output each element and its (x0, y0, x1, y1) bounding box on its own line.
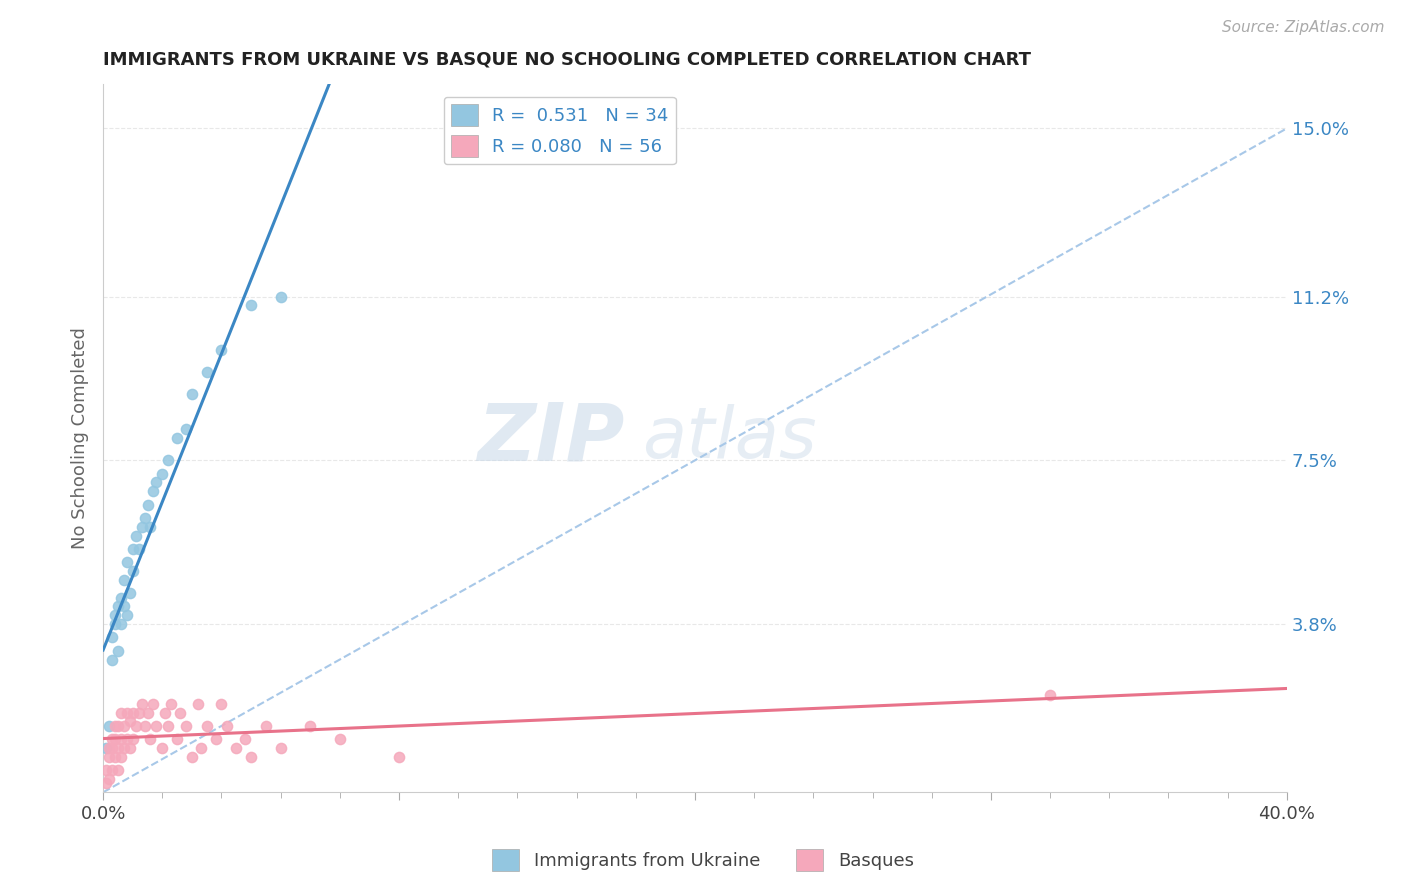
Point (204, 732, 226, 747)
Point (112, 741, 135, 756)
Point (112, 573, 135, 587)
Point (131, 697, 153, 711)
Point (115, 555, 138, 569)
Point (217, 719, 239, 733)
Point (139, 519, 162, 533)
Point (98, 750, 121, 764)
Point (142, 697, 165, 711)
Point (240, 298, 263, 312)
Point (145, 475, 167, 490)
Point (110, 750, 132, 764)
Point (211, 343, 233, 357)
Text: atlas: atlas (641, 404, 817, 473)
Point (270, 741, 292, 756)
Point (134, 719, 156, 733)
Point (174, 422, 197, 436)
Point (195, 719, 218, 733)
Point (270, 289, 292, 303)
Point (101, 763, 124, 777)
Point (150, 467, 173, 481)
Point (107, 741, 129, 756)
Point (107, 643, 129, 657)
Point (94, 776, 117, 790)
Point (94, 741, 117, 756)
Point (101, 732, 124, 747)
Point (157, 453, 180, 467)
Point (388, 750, 411, 764)
Point (112, 719, 135, 733)
Point (160, 697, 183, 711)
Legend: Immigrants from Ukraine, Basques: Immigrants from Ukraine, Basques (485, 842, 921, 879)
Point (166, 732, 188, 747)
Point (101, 741, 124, 756)
Point (254, 719, 277, 733)
Point (233, 732, 256, 747)
Point (299, 719, 322, 733)
Point (110, 591, 132, 605)
Point (115, 706, 138, 720)
Point (101, 631, 124, 645)
Point (225, 741, 247, 756)
Point (139, 732, 162, 747)
Text: Source: ZipAtlas.com: Source: ZipAtlas.com (1222, 20, 1385, 35)
Point (195, 365, 218, 379)
Point (121, 706, 143, 720)
Point (136, 498, 159, 512)
Point (118, 714, 141, 729)
Point (121, 541, 143, 556)
Point (180, 387, 202, 401)
Point (128, 541, 150, 556)
Point (169, 706, 191, 720)
Point (104, 617, 127, 632)
Point (115, 608, 138, 623)
Point (98, 741, 121, 756)
Point (187, 697, 209, 711)
Point (107, 763, 129, 777)
Point (329, 732, 352, 747)
Point (94, 763, 117, 777)
Point (110, 732, 132, 747)
Point (115, 732, 138, 747)
Point (118, 741, 141, 756)
Point (110, 617, 132, 632)
Text: IMMIGRANTS FROM UKRAINE VS BASQUE NO SCHOOLING COMPLETED CORRELATION CHART: IMMIGRANTS FROM UKRAINE VS BASQUE NO SCH… (103, 51, 1031, 69)
Point (125, 719, 148, 733)
Point (180, 750, 202, 764)
Point (107, 719, 129, 733)
Point (98, 772, 121, 786)
Point (157, 719, 180, 733)
Point (150, 741, 173, 756)
Point (131, 519, 153, 533)
Point (121, 564, 143, 578)
Point (104, 732, 127, 747)
Point (190, 741, 212, 756)
Point (166, 431, 188, 445)
Y-axis label: No Schooling Completed: No Schooling Completed (72, 327, 89, 549)
Point (104, 719, 127, 733)
Text: ZIP: ZIP (477, 400, 624, 477)
Point (98, 719, 121, 733)
Point (136, 706, 159, 720)
Point (104, 608, 127, 623)
Point (145, 719, 167, 733)
Point (121, 732, 143, 747)
Point (155, 706, 177, 720)
Point (174, 719, 197, 733)
Point (110, 706, 132, 720)
Point (125, 528, 148, 542)
Point (1039, 688, 1062, 702)
Legend: R =  0.531   N = 34, R = 0.080   N = 56: R = 0.531 N = 34, R = 0.080 N = 56 (444, 96, 676, 164)
Point (118, 586, 141, 600)
Point (240, 750, 263, 764)
Point (142, 484, 165, 499)
Point (112, 599, 135, 614)
Point (107, 599, 129, 614)
Point (104, 750, 127, 764)
Point (128, 706, 150, 720)
Point (101, 652, 124, 666)
Point (134, 511, 156, 525)
Point (211, 697, 233, 711)
